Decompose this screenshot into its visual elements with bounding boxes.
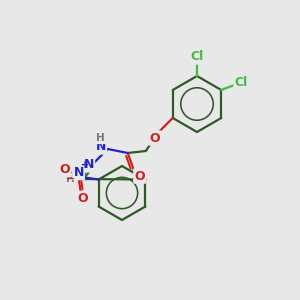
Text: Cl: Cl [190, 50, 204, 64]
Text: Cl: Cl [235, 76, 248, 89]
Text: N: N [96, 140, 106, 154]
Text: O: O [134, 169, 145, 182]
Text: O: O [59, 163, 70, 176]
Text: N: N [74, 166, 84, 179]
Text: +: + [81, 160, 89, 170]
Text: H: H [96, 133, 105, 143]
Text: O: O [77, 192, 88, 205]
Text: H: H [66, 174, 75, 184]
Text: −: − [66, 173, 75, 184]
Text: O: O [149, 131, 160, 145]
Text: N: N [84, 158, 94, 172]
